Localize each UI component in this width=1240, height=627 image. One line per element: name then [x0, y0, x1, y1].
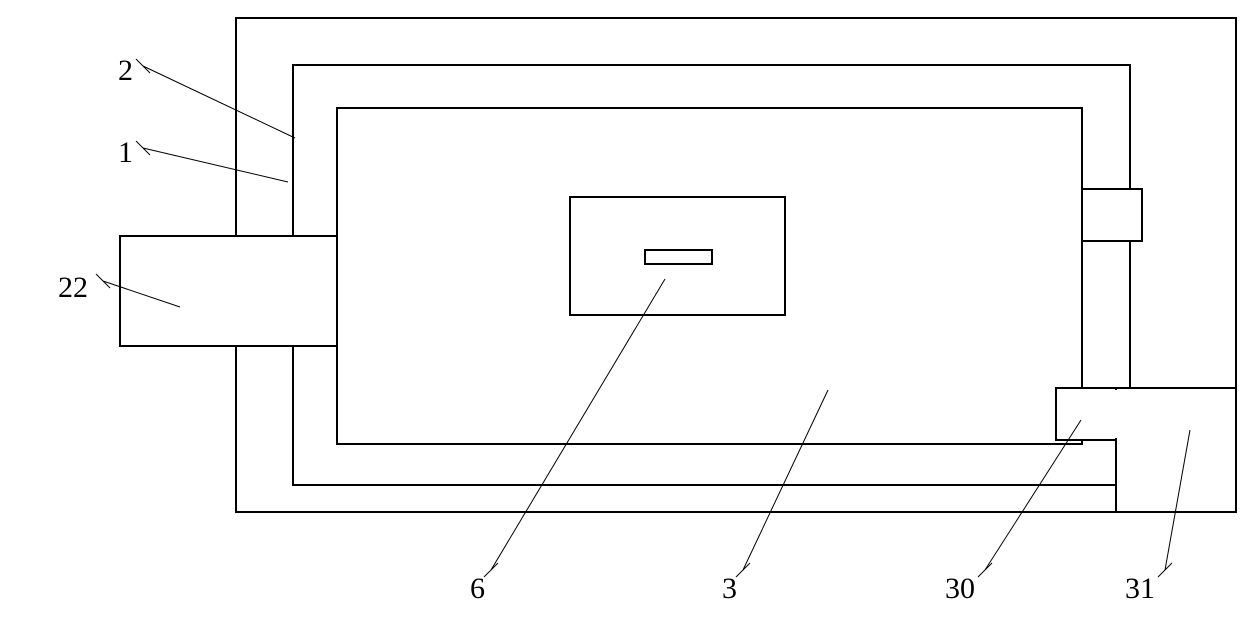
label-6: 6	[470, 572, 485, 605]
tick-2	[136, 59, 150, 73]
right-connector-top	[1082, 189, 1142, 241]
label-2: 2	[118, 54, 133, 87]
label-1: 1	[118, 136, 133, 169]
label-30: 30	[945, 572, 975, 605]
tick-22	[96, 274, 110, 288]
tick-1	[136, 141, 150, 155]
label-31: 31	[1125, 572, 1155, 605]
right-connector-bottom	[1056, 388, 1116, 440]
diagram-canvas: 2 1 22 6 3 30 31	[0, 0, 1240, 627]
label-22: 22	[58, 271, 88, 304]
tick-31	[1158, 563, 1172, 577]
label-3: 3	[722, 572, 737, 605]
tick-6	[484, 563, 498, 577]
right-box	[1116, 388, 1236, 512]
left-box	[120, 236, 337, 346]
tick-3	[736, 563, 750, 577]
center-slot	[645, 250, 712, 264]
tick-30	[978, 563, 992, 577]
